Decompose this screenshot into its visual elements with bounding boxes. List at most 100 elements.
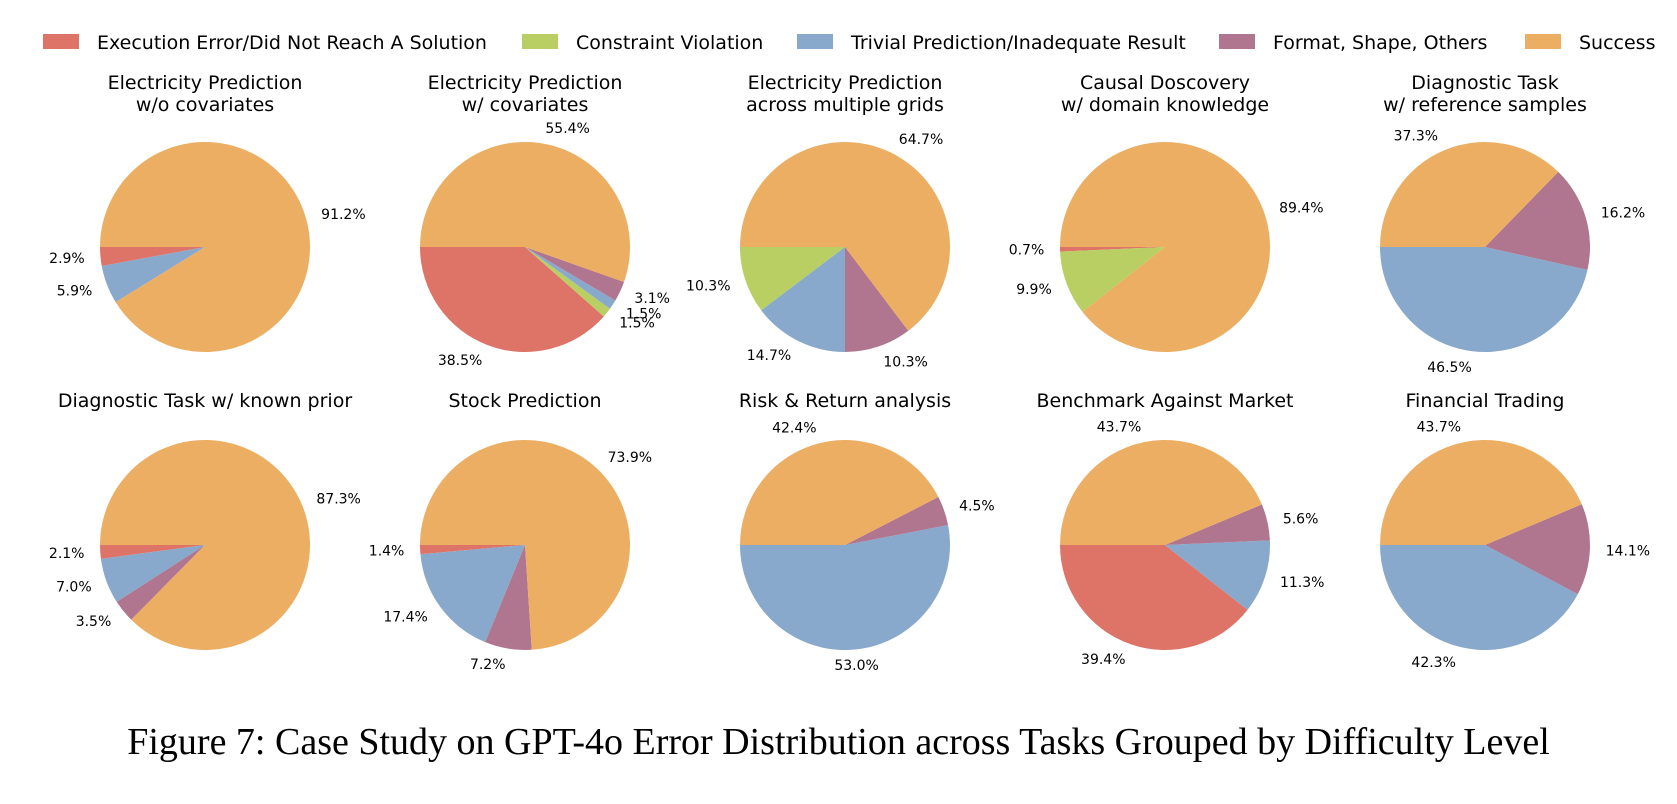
legend-item-constraint-violation: Constraint Violation <box>522 32 763 54</box>
pie-slice-trivial-prediction-inadequate-result <box>1380 247 1588 352</box>
pie-slice-format-shape-others <box>1485 504 1591 595</box>
pie-slice-label: 0.7% <box>1009 243 1045 259</box>
pie-slice-label: 91.2% <box>321 207 365 223</box>
pie-slice-trivial-prediction-inadequate-result <box>100 545 205 602</box>
pie-slice-success <box>1060 439 1262 545</box>
pie-chart-electricity-prediction-across-multiple-grids: Electricity Prediction across multiple gr… <box>686 72 950 370</box>
legend-item-execution-error-did-not-reach-a-solution: Execution Error/Did Not Reach A Solution <box>43 32 487 54</box>
pie-slice-label: 5.9% <box>57 283 93 299</box>
pie-slice-success <box>1380 439 1582 545</box>
legend-item-success: Success <box>1525 32 1655 54</box>
pie-title: Diagnostic Task w/ known prior <box>58 390 352 412</box>
pie-slice-label: 14.7% <box>747 348 791 364</box>
pie-slice-success <box>420 141 630 282</box>
pie-slice-label: 10.3% <box>883 354 927 370</box>
pie-slice-trivial-prediction-inadequate-result <box>101 247 205 303</box>
legend-label: Constraint Violation <box>576 32 763 54</box>
pie-slice-label: 14.1% <box>1606 543 1650 559</box>
pie-chart-financial-trading: Financial Trading 42.3% 14.1% 43.7% <box>1380 390 1650 671</box>
pie-slice-trivial-prediction-inadequate-result <box>740 524 950 651</box>
figure-canvas: Execution Error/Did Not Reach A Solution… <box>43 32 1655 674</box>
pie-slice-constraint-violation <box>1060 247 1165 312</box>
pie-chart-stock-prediction: Stock Prediction 1.4% 17.4% 7.2% 73.9% <box>369 390 652 673</box>
pie-chart-benchmark-against-market: Benchmark Against Market 39.4% 11.3% 5.6% 43… <box>1037 390 1325 668</box>
legend-swatch <box>1525 34 1561 49</box>
pie-slice-label: 42.4% <box>772 421 816 437</box>
pie-slice-format-shape-others <box>485 545 532 650</box>
pie-grid: Electricity Prediction w/o covariates 2.9%… <box>49 72 1650 674</box>
pie-slice-execution-error-did-not-reach-a-solution <box>420 545 525 555</box>
pie-slice-success <box>740 440 939 545</box>
pie-slice-execution-error-did-not-reach-a-solution <box>100 545 205 559</box>
pie-slice-success <box>740 142 950 331</box>
pie-title: Risk & Return analysis <box>739 390 951 412</box>
pie-slice-format-shape-others <box>845 496 949 545</box>
pie-slice-label: 5.6% <box>1283 512 1319 528</box>
pie-slice-label: 1.5% <box>626 306 662 322</box>
pie-title: Benchmark Against Market <box>1037 390 1294 412</box>
pie-slice-constraint-violation <box>740 247 845 311</box>
pie-chart-causal-doscovery-w-domain-knowledge: Causal Doscovery w/ domain knowledge 0.7% 9… <box>1009 72 1324 353</box>
pie-slice-success <box>1380 142 1559 247</box>
pie-slice-label: 2.9% <box>49 251 85 267</box>
pie-slice-label: 38.5% <box>438 353 482 369</box>
legend: Execution Error/Did Not Reach A Solution… <box>43 32 1655 54</box>
pie-slice-label: 64.7% <box>899 132 943 148</box>
pie-title: Electricity Prediction w/ covariates <box>428 72 623 116</box>
legend-item-format-shape-others: Format, Shape, Others <box>1219 32 1487 54</box>
pie-slice-label: 39.4% <box>1081 652 1125 668</box>
legend-swatch <box>1219 34 1255 49</box>
pie-slice-format-shape-others <box>525 247 625 301</box>
pie-slice-format-shape-others <box>1165 504 1270 545</box>
pie-slice-label: 55.4% <box>545 121 589 137</box>
pie-slice-trivial-prediction-inadequate-result <box>420 545 525 643</box>
pie-slice-label: 37.3% <box>1394 129 1438 145</box>
pie-slice-execution-error-did-not-reach-a-solution <box>100 247 205 267</box>
pie-slice-success <box>1060 142 1270 353</box>
pie-chart-electricity-prediction-w-covariates: Electricity Prediction w/ covariates 38.5%… <box>420 72 670 369</box>
pie-slice-success <box>100 141 310 352</box>
pie-slice-label: 46.5% <box>1427 360 1471 376</box>
pie-title: Electricity Prediction across multiple gr… <box>746 72 944 116</box>
pie-slice-label: 4.5% <box>959 498 995 514</box>
pie-slice-execution-error-did-not-reach-a-solution <box>1060 545 1248 651</box>
pie-slice-label: 9.9% <box>1016 282 1052 298</box>
pie-slice-label: 87.3% <box>316 491 360 507</box>
pie-slice-label: 7.2% <box>470 657 506 673</box>
pie-slice-trivial-prediction-inadequate-result <box>1380 545 1578 651</box>
pie-slice-label: 1.4% <box>369 543 405 559</box>
pie-slice-label: 7.0% <box>56 580 92 596</box>
pie-slice-label: 2.1% <box>49 546 85 562</box>
legend-label: Success <box>1579 32 1655 54</box>
pie-slice-label: 43.7% <box>1417 420 1461 436</box>
legend-swatch <box>43 34 79 49</box>
pie-slice-label: 1.5% <box>619 316 655 332</box>
pie-slice-execution-error-did-not-reach-a-solution <box>1060 247 1165 252</box>
pie-chart-electricity-prediction-w-o-covariates: Electricity Prediction w/o covariates 2.9%… <box>49 72 366 352</box>
pie-slice-constraint-violation <box>525 247 610 317</box>
pie-slice-label: 89.4% <box>1279 201 1323 217</box>
pie-slice-format-shape-others <box>116 545 205 620</box>
legend-swatch <box>522 34 558 49</box>
legend-label: Format, Shape, Others <box>1273 32 1487 54</box>
figure-caption: Figure 7: Case Study on GPT-4o Error Dis… <box>127 721 1550 763</box>
pie-slice-label: 10.3% <box>686 278 730 294</box>
pie-slice-label: 3.5% <box>76 614 112 630</box>
pie-slice-label: 73.9% <box>608 450 652 466</box>
legend-label: Trivial Prediction/Inadequate Result <box>850 32 1186 54</box>
pie-slice-trivial-prediction-inadequate-result <box>761 247 845 352</box>
pie-slice-format-shape-others <box>1485 171 1590 270</box>
pie-chart-diagnostic-task-w-known-prior: Diagnostic Task w/ known prior 2.1% 7.0% 3.… <box>49 390 361 651</box>
pie-slice-label: 43.7% <box>1097 420 1141 436</box>
pie-slice-label: 3.1% <box>634 291 670 307</box>
pie-slice-label: 11.3% <box>1280 575 1324 591</box>
pie-title: Electricity Prediction w/o covariates <box>108 72 303 116</box>
legend-item-trivial-prediction-inadequate-result: Trivial Prediction/Inadequate Result <box>797 32 1186 54</box>
pie-title: Causal Doscovery w/ domain knowledge <box>1061 72 1269 116</box>
pie-chart-diagnostic-task-w-reference-samples: Diagnostic Task w/ reference samples 46.5%… <box>1380 72 1645 376</box>
pie-slice-label: 16.2% <box>1601 206 1645 222</box>
pie-title: Stock Prediction <box>448 390 601 412</box>
pie-slice-label: 17.4% <box>383 610 427 626</box>
legend-label: Execution Error/Did Not Reach A Solution <box>97 32 487 54</box>
pie-slice-execution-error-did-not-reach-a-solution <box>420 247 604 353</box>
